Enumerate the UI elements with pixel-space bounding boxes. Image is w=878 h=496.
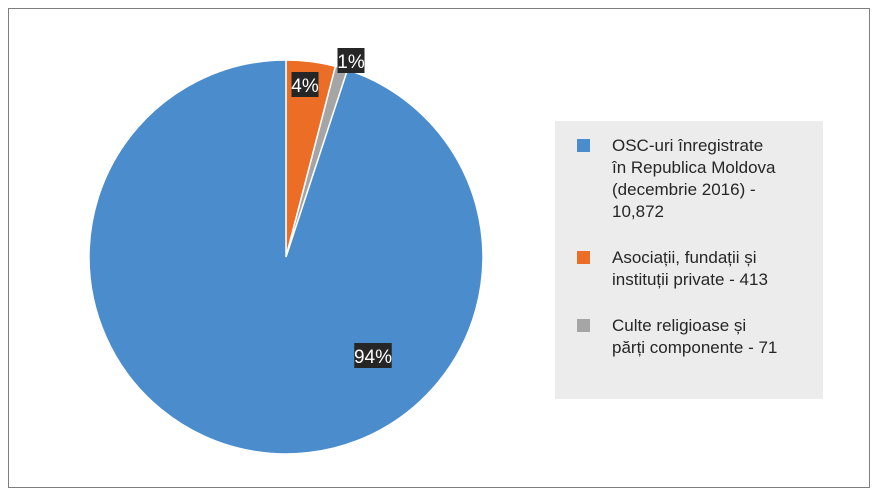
legend-label-asociatii: Asociații, fundații și instituții privat… (612, 248, 768, 289)
legend-swatch-culte (577, 319, 590, 332)
data-label-culte: 1% (337, 48, 365, 73)
chart-frame: 4% 1% 94% OSC-uri înregistrate în Republic… (8, 8, 870, 488)
data-label-text-asociatii: 4% (291, 76, 319, 97)
legend-swatch-osc (577, 139, 590, 152)
data-label-bg-osc (354, 343, 392, 368)
legend-label-culte: Culte religioase și părți componente - 7… (612, 316, 778, 357)
data-label-asociatii: 4% (291, 72, 319, 97)
legend-item-asociatii: Asociații, fundații și instituții privat… (577, 247, 813, 291)
data-label-text-osc: 94% (354, 347, 392, 368)
legend-label-osc: OSC-uri înregistrate în Republica Moldov… (612, 136, 776, 221)
legend-item-osc: OSC-uri înregistrate în Republica Moldov… (577, 135, 813, 223)
pie-slice-osc (88, 59, 484, 455)
legend: OSC-uri înregistrate în Republica Moldov… (555, 121, 823, 399)
legend-item-culte: Culte religioase și părți componente - 7… (577, 315, 813, 359)
data-label-osc: 94% (354, 343, 392, 368)
data-label-bg-asociatii (291, 72, 319, 97)
data-label-bg-culte (337, 48, 365, 73)
legend-swatch-asociatii (577, 251, 590, 264)
data-label-text-culte: 1% (337, 52, 365, 73)
pie-chart: 4% 1% 94% (88, 48, 484, 455)
